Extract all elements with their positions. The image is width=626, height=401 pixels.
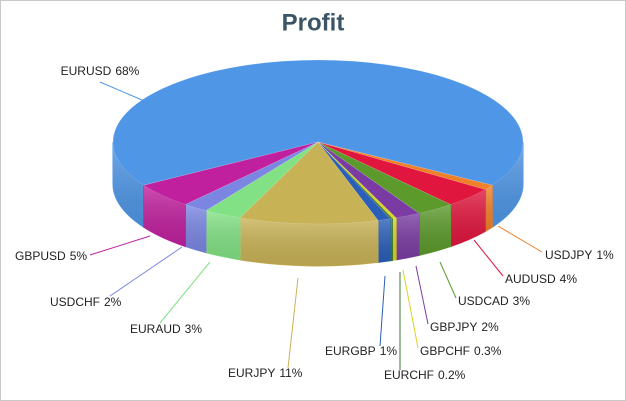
slice-top	[317, 141, 452, 214]
slice-side-shade	[419, 204, 451, 256]
slice-label-name: EURCHF	[384, 368, 434, 382]
leader-line	[99, 81, 171, 113]
slice-top	[317, 141, 391, 221]
slice-label: AUDUSD 4%	[505, 272, 577, 286]
slice-label-value: 2%	[104, 295, 122, 309]
slice-label: EURGBP 1%	[325, 344, 397, 358]
leader-line	[89, 235, 151, 256]
slice-label-name: USDJPY	[545, 248, 592, 262]
slice-top	[317, 141, 486, 205]
slice-label-name: GBPJPY	[430, 320, 477, 334]
slice-label-name: EURJPY	[228, 366, 275, 380]
slice-label-value: 5%	[70, 249, 88, 263]
slice-side-shade	[205, 210, 240, 260]
slice-label-name: GBPUSD	[15, 249, 66, 263]
slice-side-shade	[113, 142, 144, 228]
slice-label-name: USDCAD	[458, 294, 509, 308]
slice-label-name: GBPCHF	[420, 344, 470, 358]
leader-line	[402, 269, 419, 349]
slice-label: EURUSD 68%	[61, 64, 140, 78]
slice-top	[184, 141, 319, 211]
slice-top	[317, 141, 397, 219]
slice-label: EURJPY 11%	[228, 366, 303, 380]
slice-label: GBPUSD 5%	[15, 249, 87, 263]
slice-side-shade	[143, 185, 186, 247]
slice-label-value: 1%	[380, 344, 398, 358]
slice-label-name: EURGBP	[325, 344, 376, 358]
slice-side-shade	[392, 217, 397, 261]
slice-side-shade	[396, 213, 420, 260]
slice-label-value: 3%	[513, 294, 531, 308]
leader-line	[439, 261, 457, 299]
slice-label-value: 3%	[185, 322, 203, 336]
slice-label-value: 68%	[115, 64, 139, 78]
slice-label-value: 4%	[560, 272, 578, 286]
slice-label-value: 0.3%	[474, 344, 502, 358]
slice-top	[317, 141, 420, 219]
slice-label: EURAUD 3%	[130, 322, 202, 336]
slice-label-value: 1%	[596, 248, 614, 262]
chart-title: Profit	[282, 9, 345, 36]
slice-top	[205, 141, 319, 219]
slice-side-shade	[377, 218, 391, 263]
slice-side-shade	[450, 189, 486, 247]
slice-label: GBPJPY 2%	[430, 320, 499, 334]
slice-label: GBPCHF 0.3%	[420, 344, 502, 358]
slice-top	[317, 141, 493, 190]
slice-label: USDCHF 2%	[50, 295, 122, 309]
slice-side-shade	[485, 185, 493, 232]
slice-label-name: AUDUSD	[505, 272, 556, 286]
slice-label: EURCHF 0.2%	[384, 368, 466, 382]
leader-line	[497, 225, 543, 253]
slice-top	[112, 59, 524, 186]
slice-top	[317, 141, 394, 220]
slice-label-value: 2%	[481, 320, 499, 334]
slice-side-shade	[390, 218, 393, 261]
slice-label-value: 11%	[279, 366, 302, 380]
leader-line	[287, 277, 299, 369]
slice-label-name: EURAUD	[130, 322, 181, 336]
leader-line	[109, 246, 183, 297]
slice-label-name: USDCHF	[50, 295, 100, 309]
slice-top	[143, 141, 319, 205]
leader-line	[159, 261, 211, 324]
slice-side-shade	[239, 217, 378, 266]
slice-label: USDCAD 3%	[458, 294, 530, 308]
leader-line	[379, 275, 386, 347]
slice-side-shade	[492, 142, 523, 228]
leader-line	[473, 239, 504, 277]
slice-label: USDJPY 1%	[545, 248, 614, 262]
slice-label-value: 0.2%	[438, 368, 466, 382]
slice-top	[239, 141, 379, 225]
leader-line	[415, 265, 429, 325]
slice-side-shade	[185, 204, 206, 253]
slice-label-name: EURUSD	[61, 64, 112, 78]
